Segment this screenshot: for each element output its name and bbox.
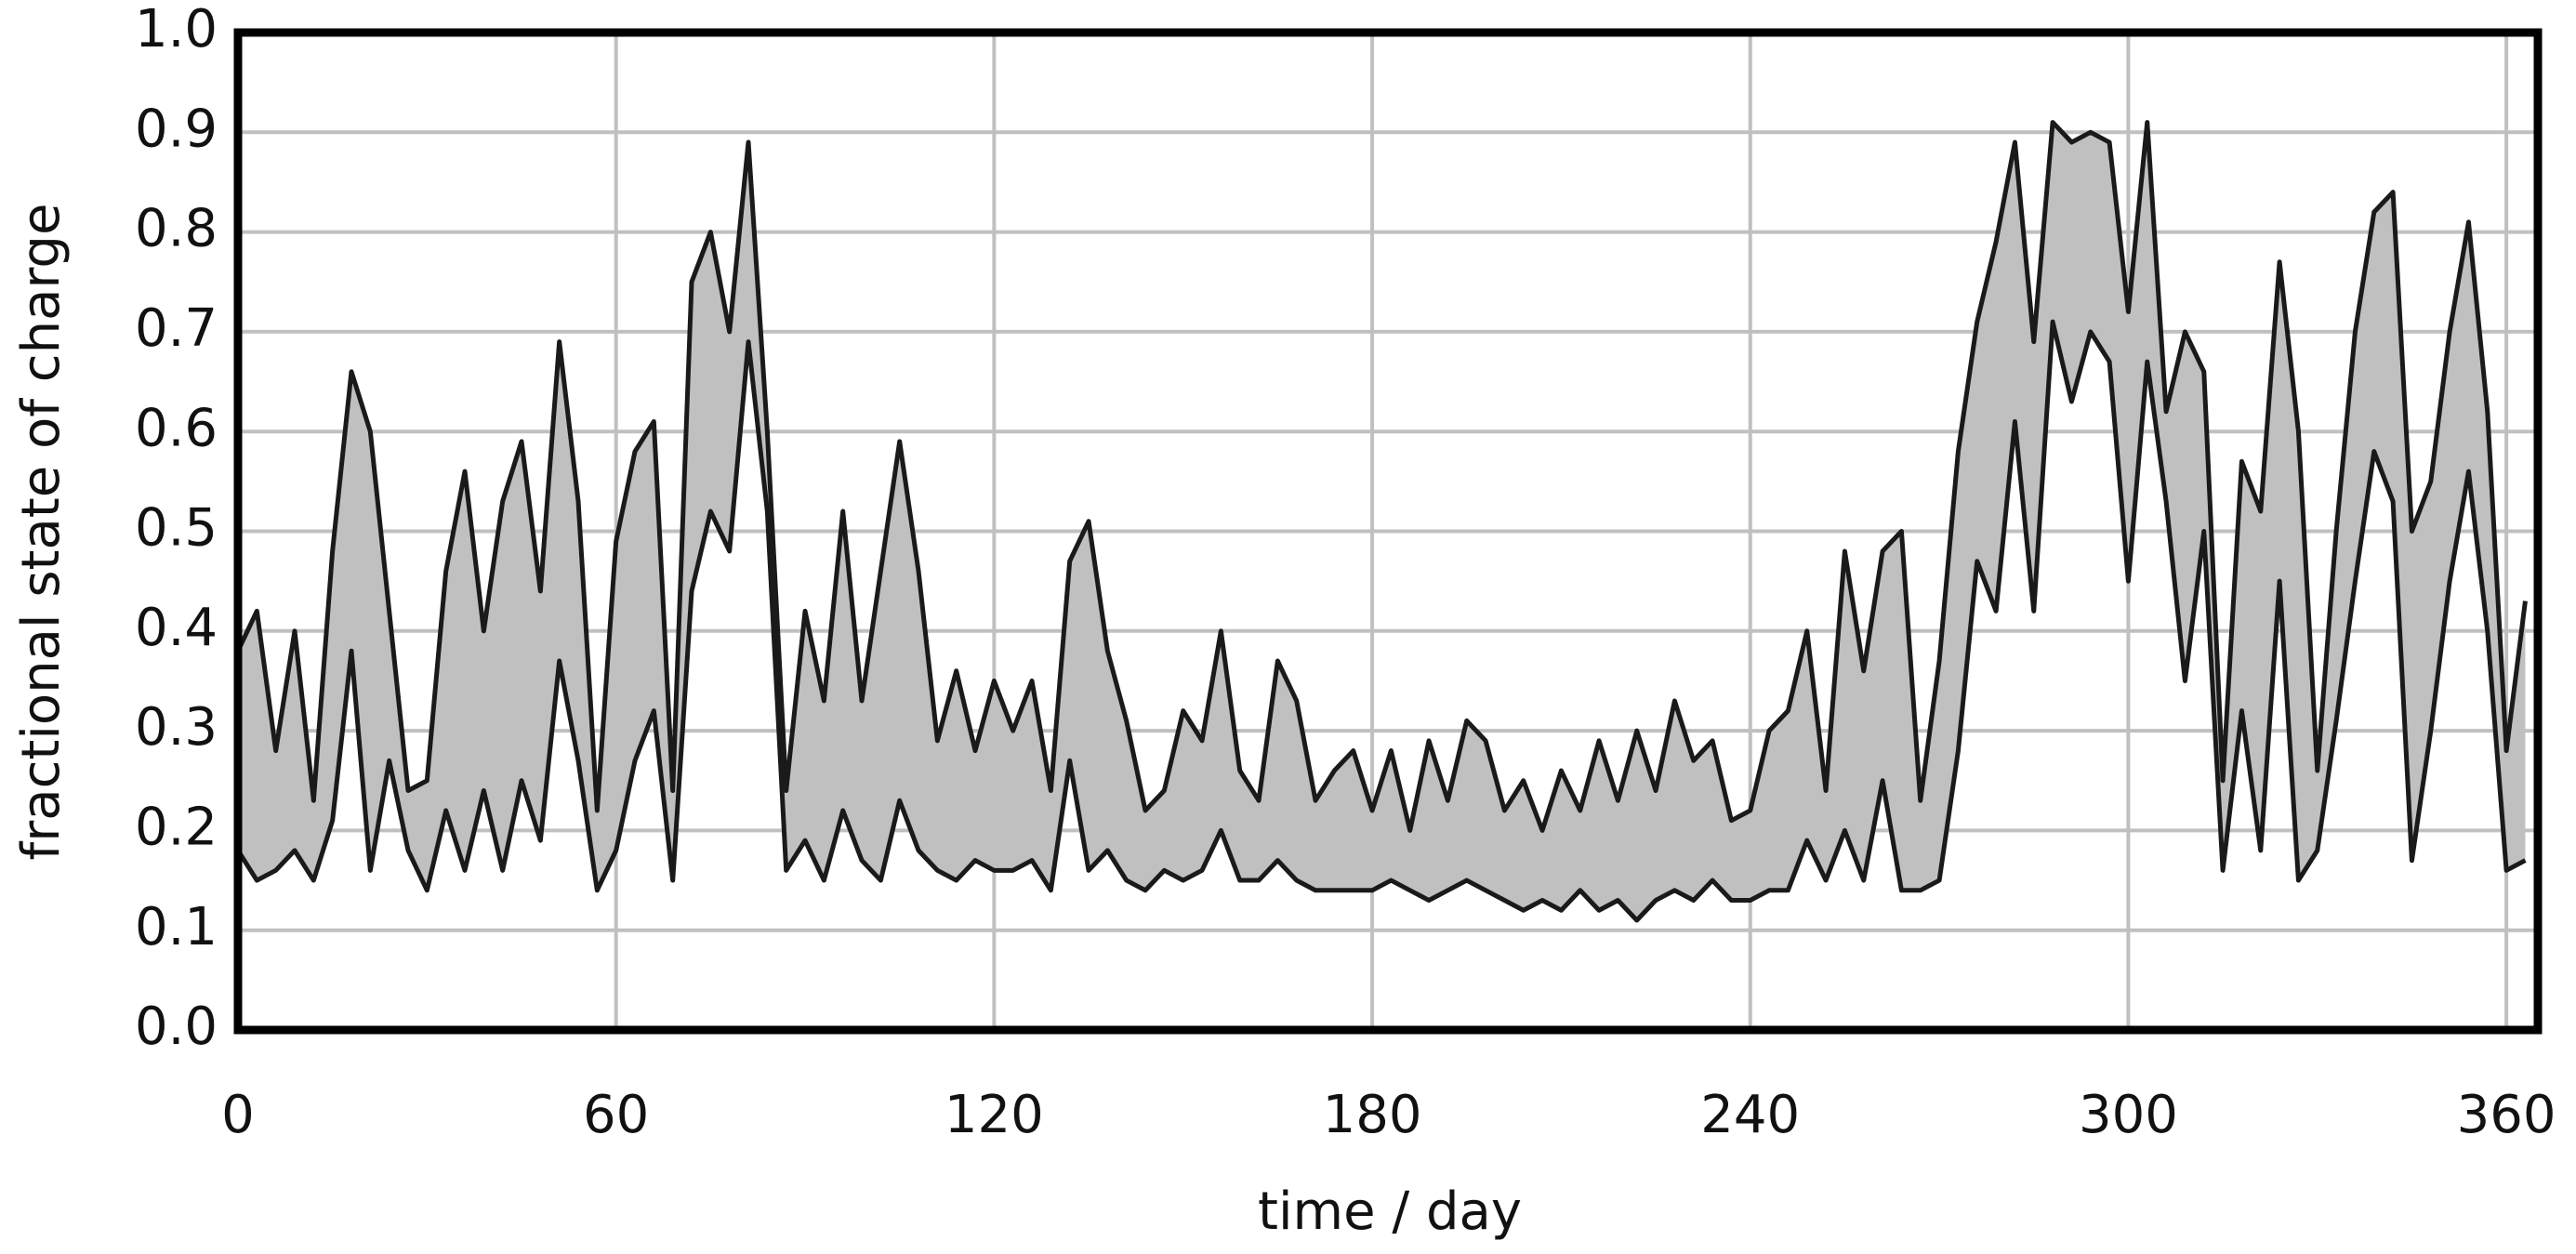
x-tick-label: 360 xyxy=(2457,1085,2556,1145)
y-axis-title: fractional state of charge xyxy=(11,204,72,861)
x-tick-label: 0 xyxy=(221,1085,255,1145)
band-fill xyxy=(238,122,2526,920)
x-tick-label: 300 xyxy=(2079,1085,2178,1145)
y-tick-label: 0.6 xyxy=(135,398,218,458)
y-tick-label: 0.5 xyxy=(135,498,218,559)
y-tick-label: 0.1 xyxy=(135,897,218,957)
x-tick-label: 120 xyxy=(945,1085,1044,1145)
y-tick-label: 0.2 xyxy=(135,798,218,858)
x-axis-title: time / day xyxy=(1258,1181,1522,1242)
y-tick-label: 0.9 xyxy=(135,99,218,159)
y-tick-label: 0.3 xyxy=(135,697,218,758)
y-tick-label: 0.7 xyxy=(135,298,218,359)
y-tick-label: 0.4 xyxy=(135,598,218,658)
x-tick-label: 180 xyxy=(1323,1085,1422,1145)
y-tick-label: 1.0 xyxy=(135,0,218,59)
line xyxy=(235,319,2527,923)
line xyxy=(235,120,2528,833)
x-tick-label: 240 xyxy=(1700,1085,1800,1145)
y-tick-label: 0.8 xyxy=(135,199,218,259)
x-tick-label: 60 xyxy=(583,1085,649,1145)
y-tick-label: 0.0 xyxy=(135,997,218,1057)
plot-border xyxy=(233,28,2543,1035)
